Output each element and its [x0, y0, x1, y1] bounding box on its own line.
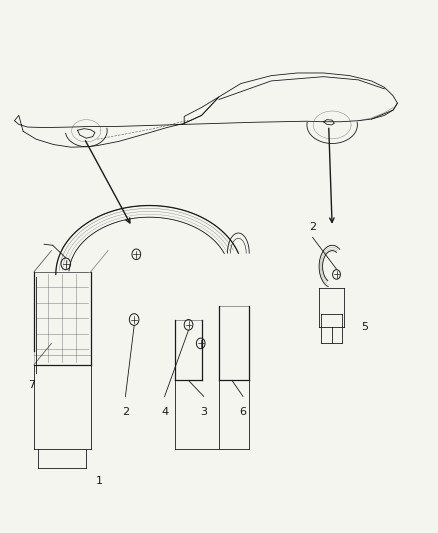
Text: 6: 6: [240, 407, 247, 417]
Text: 3: 3: [200, 407, 207, 417]
Text: 7: 7: [28, 381, 35, 391]
Text: 5: 5: [361, 322, 368, 332]
Text: 2: 2: [309, 222, 316, 232]
Text: 4: 4: [161, 407, 168, 417]
Text: 1: 1: [96, 477, 103, 486]
Text: 2: 2: [122, 407, 129, 417]
